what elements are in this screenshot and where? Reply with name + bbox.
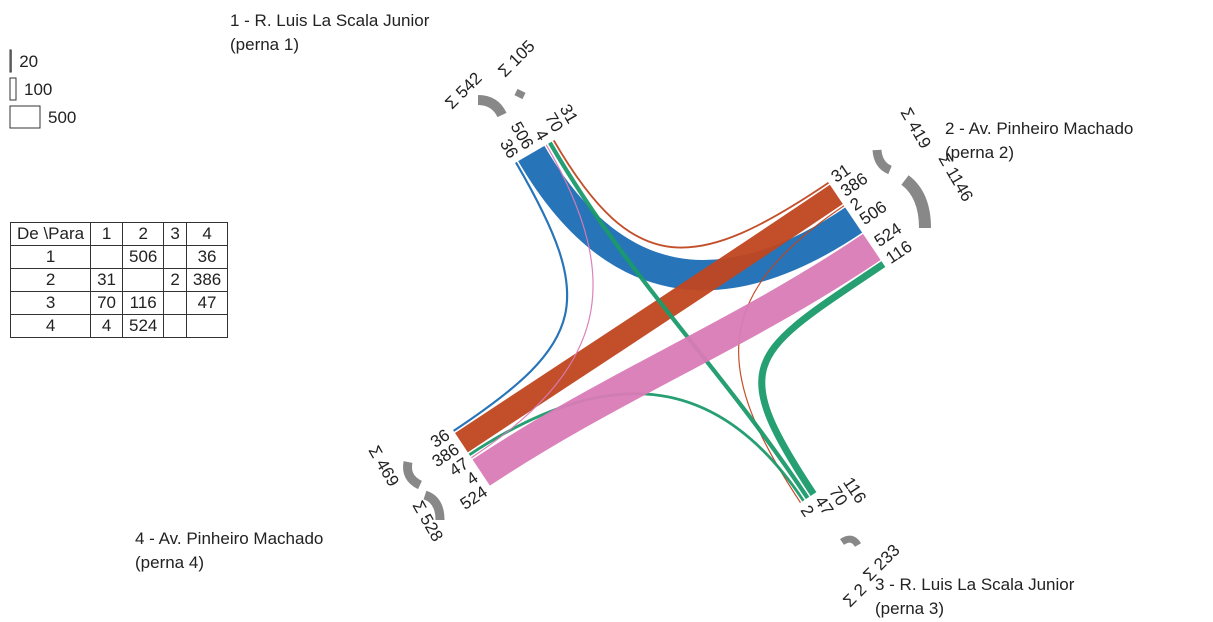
flow xyxy=(758,261,886,496)
table-cell: 1 xyxy=(90,222,124,246)
table-cell: 47 xyxy=(185,291,229,315)
leg-name: 2 - Av. Pinheiro Machado xyxy=(945,119,1133,138)
table-cell: 36 xyxy=(185,245,229,269)
sum-in: Σ 2 xyxy=(839,580,870,611)
sum-out: Σ 542 xyxy=(441,69,485,113)
table-cell: 524 xyxy=(122,314,165,338)
table-cell: 4 xyxy=(185,222,229,246)
sum-arrow xyxy=(901,175,931,229)
flow xyxy=(453,161,569,432)
legend-box xyxy=(9,105,41,129)
leg-note: (perna 3) xyxy=(875,599,944,618)
flow xyxy=(468,392,805,502)
table-cell: 70 xyxy=(90,291,124,315)
table-cell: 3 xyxy=(163,222,187,246)
legend-box xyxy=(9,49,12,73)
flow xyxy=(548,141,810,500)
flow-label: 524 xyxy=(457,482,491,514)
legend-box xyxy=(9,77,17,101)
table-row: 2 31 2 386 xyxy=(9,268,229,292)
table-cell: 2 xyxy=(9,268,92,292)
flows xyxy=(453,139,886,504)
leg-name: 1 - R. Luis La Scala Junior xyxy=(230,11,430,30)
table-row: 3 70 116 47 xyxy=(9,291,229,315)
table-cell: 4 xyxy=(90,314,124,338)
table-row: 1 506 36 xyxy=(9,245,229,269)
table-cell xyxy=(90,245,124,269)
legend-label: 20 xyxy=(19,52,38,71)
table-cell: 506 xyxy=(122,245,165,269)
od-table: De \Para 1 2 3 4 1 506 36 2 31 2 386 3 70 116 47 4 4 524 xyxy=(9,222,229,338)
table-cell xyxy=(163,291,187,315)
table-cell: 31 xyxy=(90,268,124,292)
table-cell: 1 xyxy=(9,245,92,269)
sum-arrow xyxy=(839,535,862,547)
table-cell: 2 xyxy=(163,268,187,292)
leg-name: 4 - Av. Pinheiro Machado xyxy=(135,529,323,548)
sum-out: Σ 419 xyxy=(897,105,935,152)
table-cell: 4 xyxy=(9,314,92,338)
table-cell: 3 xyxy=(9,291,92,315)
table-cell: 386 xyxy=(185,268,229,292)
leg-note: (perna 2) xyxy=(945,143,1014,162)
legend-label: 500 xyxy=(48,108,76,127)
table-cell xyxy=(163,245,187,269)
sum-arrow xyxy=(477,95,507,118)
flow xyxy=(455,184,843,453)
sum-arrow xyxy=(514,88,526,100)
legend-label: 100 xyxy=(24,80,52,99)
table-cell: 2 xyxy=(122,222,165,246)
sum-arrow xyxy=(403,461,423,490)
sums: Σ 542 Σ 105 Σ 419 Σ 1146 Σ 2 Σ 233 Σ 469… xyxy=(365,37,977,611)
table-row: De \Para 1 2 3 4 xyxy=(9,222,229,246)
table-cell xyxy=(122,268,165,292)
flow xyxy=(552,139,830,249)
sum-in: Σ 105 xyxy=(494,37,538,81)
flow-label: 506 xyxy=(856,197,890,229)
leg-note: (perna 1) xyxy=(230,35,299,54)
leg-name: 3 - R. Luis La Scala Junior xyxy=(875,575,1075,594)
leg-note: (perna 4) xyxy=(135,553,204,572)
table-cell: De \Para xyxy=(9,222,92,246)
table-cell: 116 xyxy=(122,291,165,315)
table-row: 4 4 524 xyxy=(9,314,229,338)
legend: 20 100 500 xyxy=(9,49,76,129)
sum-arrow xyxy=(872,149,892,175)
sum-in: Σ 469 xyxy=(365,443,403,490)
flow xyxy=(472,233,881,486)
leg-labels: 1 - R. Luis La Scala Junior (perna 1) 2 … xyxy=(135,11,1133,618)
flow xyxy=(518,145,863,291)
table-cell xyxy=(185,314,229,338)
flow xyxy=(471,144,594,459)
sum-arrow xyxy=(423,490,445,521)
table-cell xyxy=(163,314,187,338)
